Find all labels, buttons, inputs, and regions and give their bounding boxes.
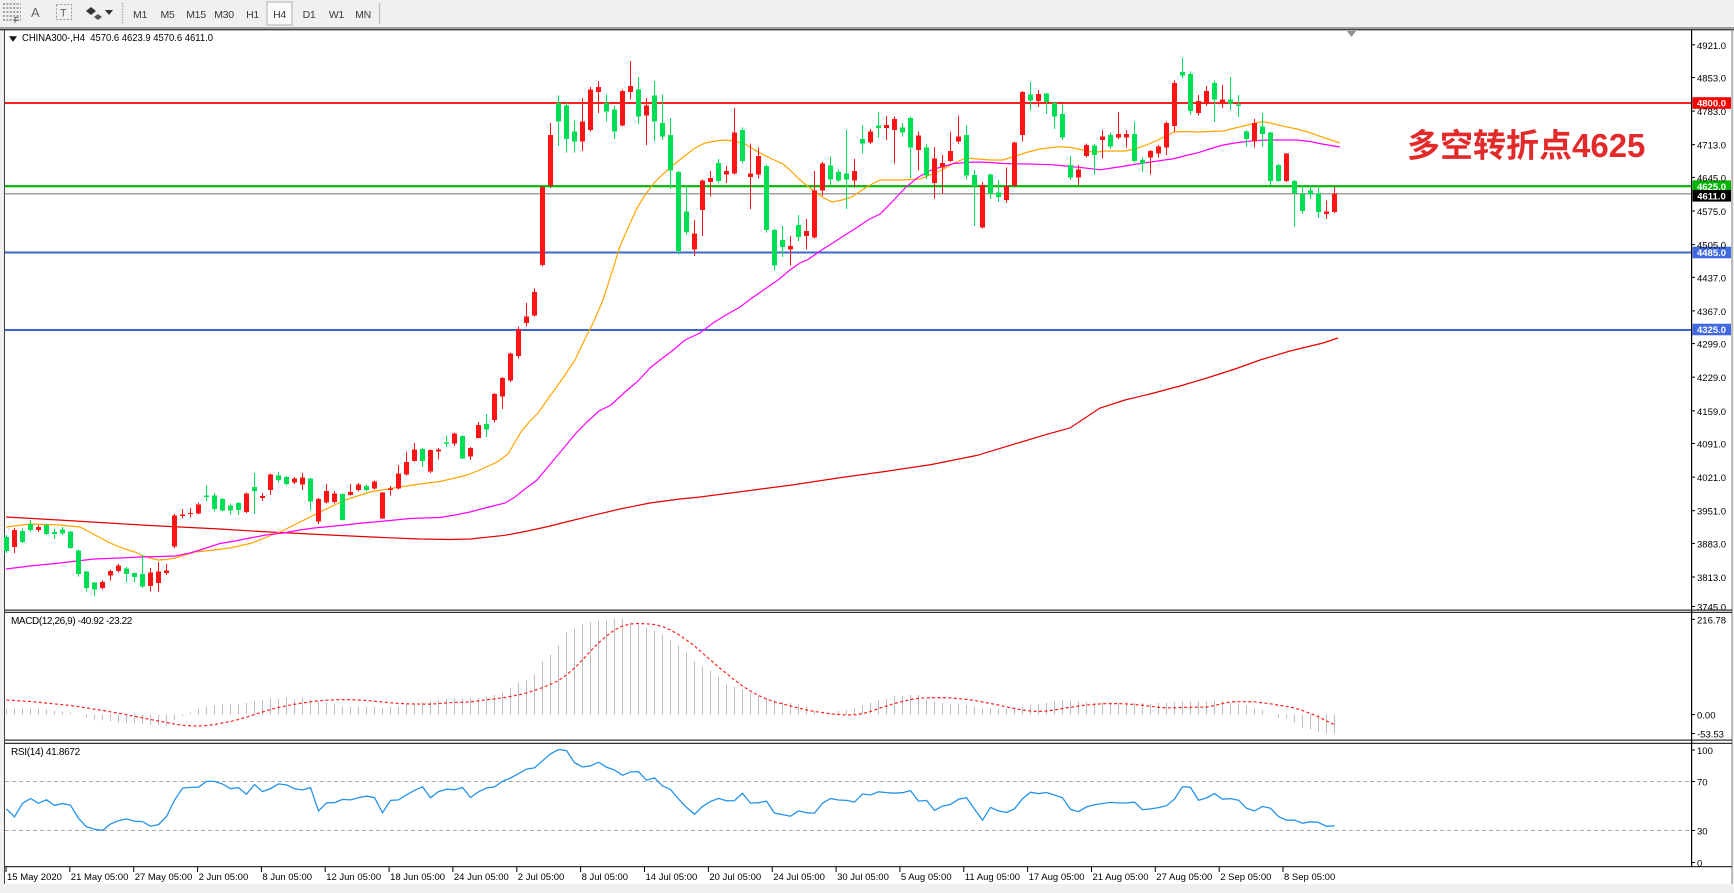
svg-text:0: 0 [1697, 859, 1702, 870]
svg-text:21 May 05:00: 21 May 05:00 [71, 872, 129, 883]
svg-text:RSI(14) 41.8672: RSI(14) 41.8672 [11, 747, 81, 758]
svg-text:3951.0: 3951.0 [1697, 507, 1726, 518]
svg-text:4159.0: 4159.0 [1697, 407, 1726, 418]
svg-text:4645.0: 4645.0 [1697, 173, 1726, 184]
svg-text:D1: D1 [303, 9, 316, 21]
svg-text:H1: H1 [246, 9, 259, 21]
svg-text:4625: 4625 [1572, 127, 1645, 164]
svg-text:3745.0: 3745.0 [1697, 603, 1726, 614]
svg-text:2 Jun 05:00: 2 Jun 05:00 [199, 872, 249, 883]
svg-text:4505.0: 4505.0 [1697, 241, 1726, 252]
svg-text:H4: H4 [273, 9, 286, 21]
svg-text:3883.0: 3883.0 [1697, 539, 1726, 550]
svg-text:30 Jul 05:00: 30 Jul 05:00 [837, 872, 889, 883]
svg-text:2 Jul 05:00: 2 Jul 05:00 [518, 872, 564, 883]
svg-text:4713.0: 4713.0 [1697, 141, 1726, 152]
svg-text:4485.0: 4485.0 [1697, 248, 1726, 259]
svg-text:M1: M1 [133, 9, 147, 21]
svg-text:4783.0: 4783.0 [1697, 107, 1726, 118]
svg-text:4575.0: 4575.0 [1697, 207, 1726, 218]
svg-text:8 Jun 05:00: 8 Jun 05:00 [262, 872, 312, 883]
svg-text:216.78: 216.78 [1697, 615, 1726, 626]
svg-text:17 Aug 05:00: 17 Aug 05:00 [1029, 872, 1085, 883]
svg-text:4367.0: 4367.0 [1697, 307, 1726, 318]
svg-text:21 Aug 05:00: 21 Aug 05:00 [1093, 872, 1149, 883]
svg-text:T: T [60, 8, 67, 20]
svg-text:24 Jun 05:00: 24 Jun 05:00 [454, 872, 509, 883]
svg-text:M5: M5 [161, 9, 175, 21]
svg-text:MN: MN [355, 9, 371, 21]
svg-text:0.00: 0.00 [1697, 711, 1716, 722]
svg-text:100: 100 [1697, 746, 1713, 757]
svg-text:M15: M15 [186, 9, 206, 21]
svg-text:2 Sep 05:00: 2 Sep 05:00 [1220, 872, 1271, 883]
svg-text:4325.0: 4325.0 [1697, 325, 1726, 336]
svg-text:20 Jul 05:00: 20 Jul 05:00 [709, 872, 761, 883]
svg-text:27 May 05:00: 27 May 05:00 [135, 872, 193, 883]
svg-text:70: 70 [1697, 778, 1708, 789]
svg-text:24 Jul 05:00: 24 Jul 05:00 [773, 872, 825, 883]
svg-text:8 Sep 05:00: 8 Sep 05:00 [1284, 872, 1335, 883]
svg-text:15 May 2020: 15 May 2020 [7, 872, 62, 883]
svg-text:5 Aug 05:00: 5 Aug 05:00 [901, 872, 952, 883]
svg-text:MACD(12,26,9) -40.92 -23.22: MACD(12,26,9) -40.92 -23.22 [11, 616, 133, 627]
svg-text:4299.0: 4299.0 [1697, 340, 1726, 351]
svg-text:4800.0: 4800.0 [1697, 99, 1726, 110]
svg-text:14 Jul 05:00: 14 Jul 05:00 [646, 872, 698, 883]
svg-text:F: F [14, 16, 19, 25]
svg-text:CHINA300-,H4 4570.6 4623.9 45: CHINA300-,H4 4570.6 4623.9 4570.6 4611.0 [22, 32, 213, 44]
svg-text:12 Jun 05:00: 12 Jun 05:00 [326, 872, 381, 883]
svg-text:27 Aug 05:00: 27 Aug 05:00 [1156, 872, 1212, 883]
svg-text:4853.0: 4853.0 [1697, 74, 1726, 85]
svg-text:30: 30 [1697, 827, 1708, 838]
svg-text:M30: M30 [214, 9, 234, 21]
svg-text:4921.0: 4921.0 [1697, 41, 1726, 52]
svg-text:4021.0: 4021.0 [1697, 473, 1726, 484]
svg-text:-53.53: -53.53 [1697, 730, 1724, 741]
svg-text:4437.0: 4437.0 [1697, 273, 1726, 284]
svg-text:8 Jul 05:00: 8 Jul 05:00 [582, 872, 628, 883]
svg-text:4229.0: 4229.0 [1697, 373, 1726, 384]
svg-text:4091.0: 4091.0 [1697, 440, 1726, 451]
svg-text:3813.0: 3813.0 [1697, 573, 1726, 584]
svg-text:4625.0: 4625.0 [1697, 182, 1726, 193]
svg-text:11 Aug 05:00: 11 Aug 05:00 [965, 872, 1020, 883]
svg-text:18 Jun 05:00: 18 Jun 05:00 [390, 872, 445, 883]
svg-text:A: A [31, 5, 40, 20]
svg-text:4611.0: 4611.0 [1697, 191, 1726, 202]
svg-text:W1: W1 [329, 9, 345, 21]
